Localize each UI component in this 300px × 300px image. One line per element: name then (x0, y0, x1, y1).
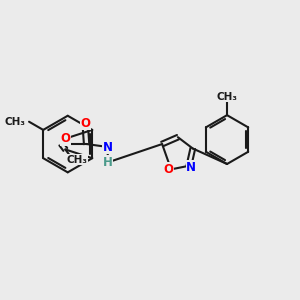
Text: CH₃: CH₃ (217, 92, 238, 102)
Text: N: N (186, 161, 196, 174)
Text: O: O (164, 163, 174, 176)
Text: N: N (103, 140, 113, 154)
Text: H: H (103, 156, 112, 169)
Text: CH₃: CH₃ (66, 154, 87, 165)
Text: O: O (60, 132, 70, 145)
Text: O: O (80, 117, 90, 130)
Text: CH₃: CH₃ (4, 117, 26, 127)
